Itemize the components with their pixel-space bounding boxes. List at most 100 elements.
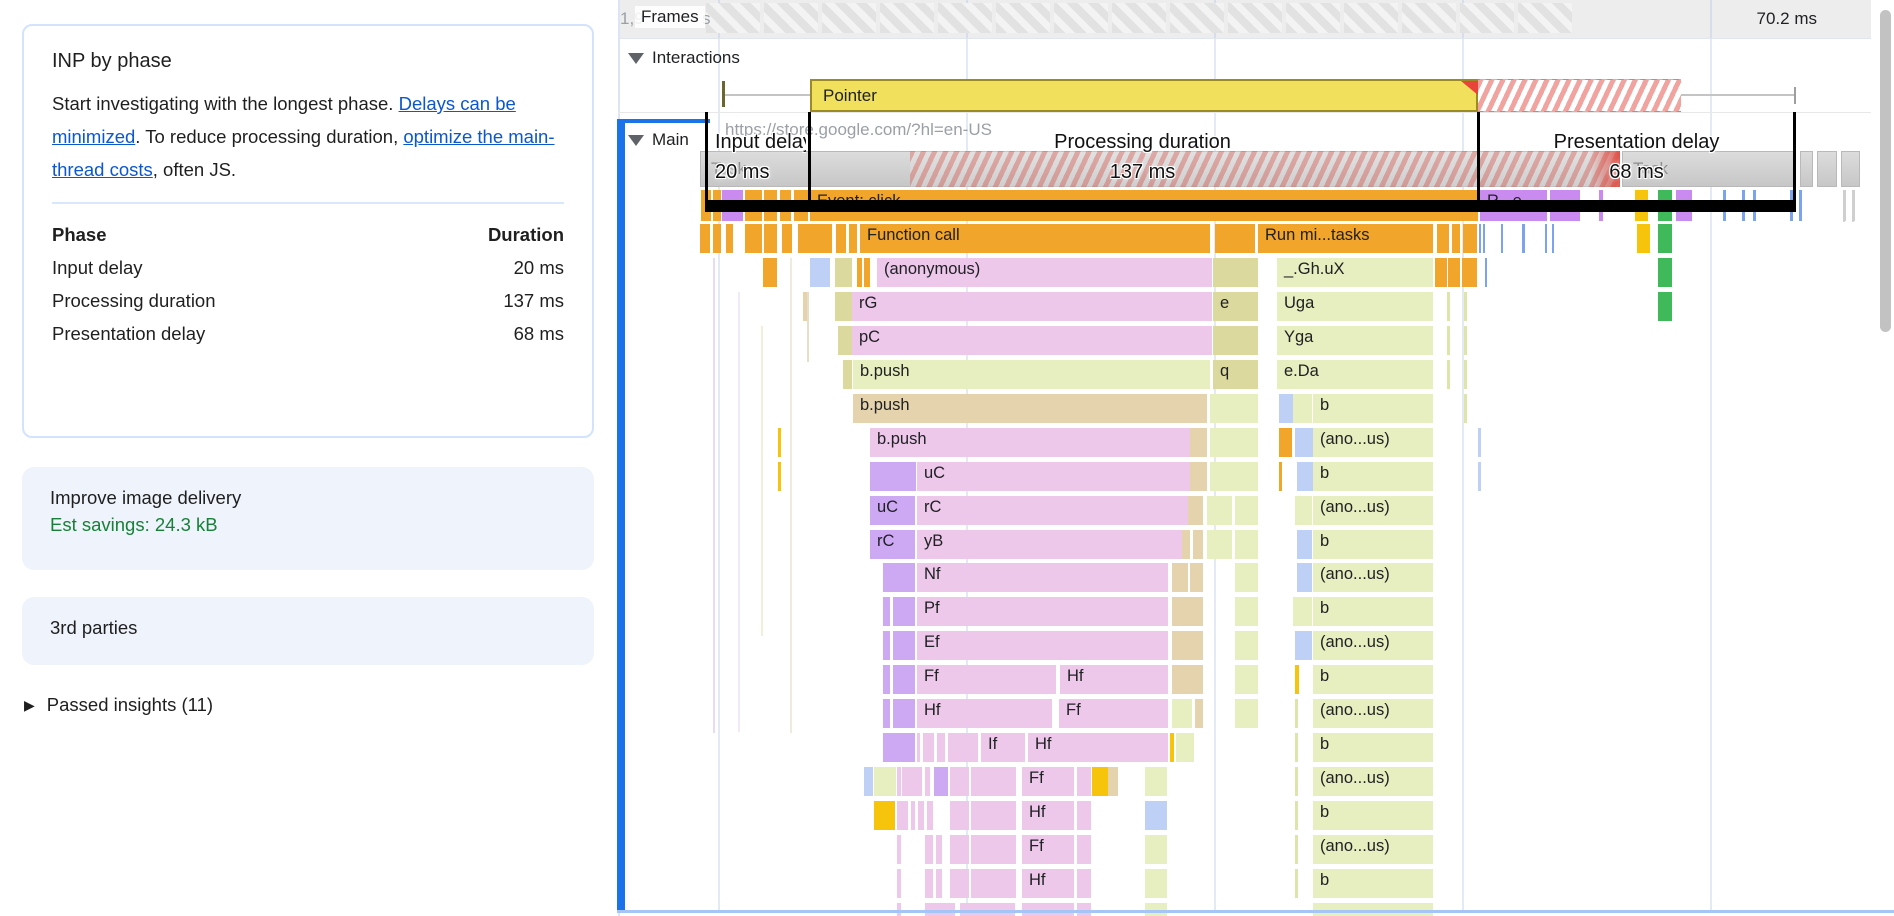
flame-event[interactable]: [1172, 631, 1203, 660]
flame-event[interactable]: [971, 869, 1016, 898]
flame-event-hf[interactable]: Hf: [1022, 869, 1074, 898]
insight-card-3rd-parties[interactable]: 3rd parties: [22, 597, 594, 665]
flame-event[interactable]: [870, 462, 916, 491]
flame-event-ff[interactable]: Ff: [1022, 835, 1074, 864]
flame-event[interactable]: [1485, 258, 1487, 287]
flame-event[interactable]: [1213, 326, 1258, 355]
insight-card-improve-image-delivery[interactable]: Improve image delivery Est savings: 24.3…: [22, 467, 594, 570]
flame-event[interactable]: [971, 835, 1016, 864]
flame-event--ano-us-[interactable]: (ano...us): [1313, 699, 1433, 728]
flame-event[interactable]: [1235, 597, 1258, 626]
flame-event[interactable]: [1464, 292, 1467, 321]
flame-event-pc[interactable]: pC: [852, 326, 1212, 355]
flame-event[interactable]: [1464, 360, 1467, 389]
flame-event[interactable]: [1295, 733, 1298, 762]
flame-event[interactable]: [1437, 224, 1449, 253]
flame-event[interactable]: [923, 733, 934, 762]
flame-event[interactable]: [1279, 462, 1282, 491]
flame-event[interactable]: [1447, 360, 1450, 389]
flame-event--ano-us-[interactable]: (ano...us): [1313, 428, 1433, 457]
flame-event[interactable]: [1297, 462, 1313, 491]
interactions-track-header[interactable]: Interactions: [628, 48, 740, 68]
flame-event[interactable]: [700, 224, 710, 253]
flame-event[interactable]: [897, 835, 901, 864]
flame-event[interactable]: [1293, 597, 1312, 626]
flame-event[interactable]: [1145, 767, 1167, 796]
flame-event[interactable]: [925, 835, 933, 864]
flame-event[interactable]: [843, 360, 852, 389]
flame-event[interactable]: [936, 835, 942, 864]
flame-event[interactable]: [857, 258, 862, 287]
flame-event[interactable]: [1215, 224, 1255, 253]
flame-event[interactable]: [1463, 224, 1477, 253]
flame-event[interactable]: [1235, 563, 1258, 592]
flame-event[interactable]: [897, 767, 901, 796]
flame-event[interactable]: [918, 801, 924, 830]
flame-event[interactable]: [778, 428, 781, 457]
flame-event[interactable]: [1279, 394, 1293, 423]
flame-event-b[interactable]: b: [1313, 665, 1433, 694]
flame-event-uga[interactable]: Uga: [1277, 292, 1433, 321]
flame-event[interactable]: [1522, 224, 1525, 253]
flame-event[interactable]: [1435, 258, 1447, 287]
flame-event[interactable]: [950, 767, 969, 796]
flame-event[interactable]: [874, 801, 895, 830]
flame-event[interactable]: [1235, 665, 1258, 694]
flame-event[interactable]: [1464, 394, 1467, 423]
flame-event[interactable]: [836, 224, 846, 253]
frames-track-label[interactable]: Frames: [635, 6, 705, 28]
flame-event[interactable]: [1297, 530, 1312, 559]
flame-event[interactable]: [1193, 530, 1203, 559]
flame-event--gh-ux[interactable]: _.Gh.uX: [1277, 258, 1433, 287]
flame-event[interactable]: [849, 224, 857, 253]
flame-event[interactable]: [835, 258, 852, 287]
task-bar[interactable]: Task: [1622, 151, 1794, 187]
flame-event[interactable]: [1483, 224, 1485, 253]
flame-event[interactable]: [1452, 224, 1460, 253]
flame-event[interactable]: [1145, 835, 1167, 864]
flame-event[interactable]: [835, 292, 852, 321]
flame-event[interactable]: [971, 767, 1016, 796]
flame-event[interactable]: [897, 801, 908, 830]
flame-event[interactable]: [763, 258, 777, 287]
interaction-pointer-bar[interactable]: Pointer: [810, 79, 1478, 112]
flame-event[interactable]: [1195, 699, 1203, 728]
chevron-down-icon[interactable]: [628, 134, 644, 146]
flame-event[interactable]: [1172, 597, 1203, 626]
flame-event[interactable]: [1210, 394, 1258, 423]
flame-event[interactable]: [1235, 496, 1258, 525]
flame-event[interactable]: [1213, 258, 1258, 287]
flame-event-ef[interactable]: Ef: [917, 631, 1168, 660]
flame-event[interactable]: [950, 835, 969, 864]
flame-event[interactable]: [883, 597, 890, 626]
passed-insights-toggle[interactable]: ▶ Passed insights (11): [24, 694, 213, 716]
flame-event[interactable]: [927, 801, 933, 830]
flame-event[interactable]: [893, 597, 915, 626]
flame-event[interactable]: [1637, 224, 1650, 253]
flame-event-run-mi-tasks[interactable]: Run mi...tasks: [1258, 224, 1433, 253]
flame-event[interactable]: [911, 801, 915, 830]
flame-event[interactable]: [1077, 869, 1091, 898]
flame-event[interactable]: [1108, 767, 1118, 796]
flame-event--ano-us-[interactable]: (ano...us): [1313, 835, 1433, 864]
flame-event-rc[interactable]: rC: [870, 530, 915, 559]
flame-event-b-push[interactable]: b.push: [853, 394, 1207, 423]
flame-event-uc[interactable]: uC: [917, 462, 1190, 491]
flame-event[interactable]: [1077, 767, 1091, 796]
flame-event-b[interactable]: b: [1313, 462, 1433, 491]
flame-event[interactable]: [1092, 767, 1108, 796]
flame-event--ano-us-[interactable]: (ano...us): [1313, 631, 1433, 660]
flame-event[interactable]: [1295, 801, 1298, 830]
flame-event[interactable]: [1235, 699, 1258, 728]
flame-event[interactable]: [1479, 224, 1481, 253]
flame-event-b[interactable]: b: [1313, 869, 1433, 898]
flame-event[interactable]: [1210, 462, 1258, 491]
flame-event[interactable]: [883, 631, 890, 660]
flame-event-b[interactable]: b: [1313, 597, 1433, 626]
flame-event--ano-us-[interactable]: (ano...us): [1313, 496, 1433, 525]
flame-event[interactable]: [1172, 665, 1203, 694]
flame-event[interactable]: [1293, 394, 1312, 423]
flame-event[interactable]: [1295, 665, 1299, 694]
flame-event-ff[interactable]: Ff: [1059, 699, 1168, 728]
flame-event[interactable]: [1448, 258, 1460, 287]
